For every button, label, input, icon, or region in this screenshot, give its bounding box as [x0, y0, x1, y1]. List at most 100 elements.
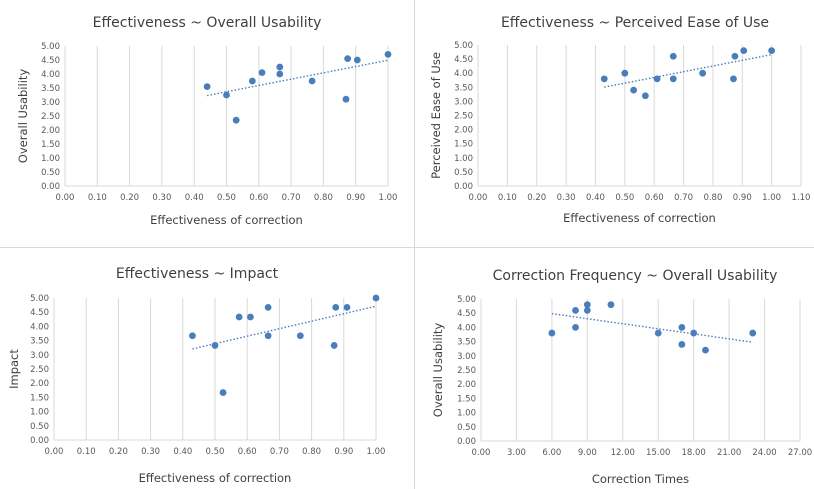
- data-point: [232, 116, 240, 124]
- x-tick-label: 0.90: [346, 193, 365, 203]
- data-point: [258, 69, 266, 76]
- x-tick-label: 0.40: [586, 193, 605, 203]
- chart-title: Effectiveness ~ Overall Usability: [93, 15, 322, 31]
- y-tick-label: 2.00: [41, 126, 60, 136]
- chart-effectiveness-perceived-ease-of-use: Effectiveness ~ Perceived Ease of Use 0.0…: [415, 0, 814, 247]
- data-point: [235, 313, 243, 321]
- x-tick-label: 0.50: [217, 193, 236, 203]
- x-axis-label: Effectiveness of correction: [563, 211, 716, 225]
- data-point: [630, 86, 638, 94]
- chart-effectiveness-impact: Effectiveness ~ Impact 0.00 0.10 0.20 0.30 0.…: [0, 248, 414, 489]
- x-tick-label: 0.90: [733, 193, 752, 203]
- y-tick-label: 4.00: [30, 322, 49, 332]
- data-point: [189, 332, 196, 340]
- data-point: [248, 77, 256, 85]
- trendline: [206, 59, 389, 97]
- x-tick-label: 0.70: [282, 193, 301, 203]
- x-tick-label: 6.00: [542, 448, 561, 458]
- y-tick-label: 4.50: [30, 308, 49, 318]
- data-point: [621, 69, 629, 77]
- x-tick-label: 0.00: [45, 447, 64, 457]
- data-point: [669, 75, 677, 83]
- x-tick-label: 1.00: [379, 193, 398, 203]
- x-tick-label: 1.10: [792, 193, 811, 203]
- x-tick-label: 0.80: [314, 193, 333, 203]
- data-point: [203, 83, 211, 90]
- x-tick-label: 9.00: [578, 448, 597, 458]
- x-tick-label: 1.00: [762, 193, 781, 203]
- data-point: [699, 69, 707, 77]
- x-tick-label: 0.30: [141, 447, 160, 457]
- y-tick-label: 0.00: [457, 437, 476, 447]
- y-tick-label: 4.50: [454, 55, 473, 65]
- chart-title: Effectiveness ~ Impact: [116, 266, 279, 282]
- data-point: [308, 77, 316, 85]
- trendline: [551, 312, 753, 343]
- y-tick-label: 1.00: [457, 409, 476, 419]
- data-point: [678, 324, 686, 331]
- y-axis-label: Overall Usability: [16, 69, 30, 164]
- y-tick-label: 3.00: [41, 98, 60, 108]
- x-axis-label: Effectiveness of correction: [150, 213, 303, 227]
- chart-svg-2: Effectiveness ~ Perceived Ease of Use 0.0…: [429, 15, 811, 225]
- x-tick-label: 24.00: [752, 448, 776, 458]
- x-tick-label: 21.00: [717, 448, 741, 458]
- data-point: [653, 75, 661, 83]
- x-tick-label: 0.20: [109, 447, 128, 457]
- data-point: [731, 52, 739, 60]
- x-tick-label: 18.00: [681, 448, 705, 458]
- y-tick-label: 1.50: [457, 394, 476, 404]
- y-tick-label: 0.00: [454, 182, 473, 192]
- y-tick-label: 0.00: [30, 436, 49, 446]
- x-tick-label: 0.60: [645, 193, 664, 203]
- x-tick-label: 0.00: [56, 193, 75, 203]
- y-tick-label: 4.00: [41, 70, 60, 80]
- chart-title: Correction Frequency ~ Overall Usability: [493, 268, 778, 284]
- data-point: [768, 47, 776, 55]
- y-tick-label: 0.50: [457, 423, 476, 433]
- y-tick-label: 1.50: [30, 393, 49, 403]
- data-point: [342, 95, 350, 103]
- x-tick-label: 0.40: [185, 193, 204, 203]
- data-point: [264, 332, 272, 340]
- x-tick-label: 3.00: [507, 448, 526, 458]
- chart-svg-4: Correction Frequency ~ Overall Usability…: [431, 268, 812, 486]
- y-tick-label: 1.00: [41, 154, 60, 164]
- data-point: [332, 303, 340, 311]
- data-point: [219, 389, 227, 396]
- vertical-divider: [414, 0, 415, 489]
- y-tick-label: 3.00: [30, 351, 49, 361]
- x-tick-label: 0.30: [557, 193, 576, 203]
- data-point: [730, 75, 737, 83]
- x-tick-label: 0.30: [152, 193, 171, 203]
- data-point: [330, 342, 338, 349]
- data-point: [641, 92, 649, 100]
- x-tick-label: 0.80: [703, 193, 722, 203]
- y-tick-label: 5.00: [41, 42, 60, 52]
- x-tick-label: 0.70: [674, 193, 693, 203]
- x-tick-label: 0.60: [249, 193, 268, 203]
- data-point: [384, 51, 392, 58]
- y-tick-label: 3.50: [457, 338, 476, 348]
- y-tick-label: 5.00: [454, 41, 473, 51]
- x-tick-label: 0.10: [77, 447, 96, 457]
- data-point: [702, 346, 709, 354]
- x-tick-label: 0.10: [498, 193, 517, 203]
- data-point: [583, 306, 591, 314]
- y-tick-label: 0.50: [41, 168, 60, 178]
- y-tick-label: 5.00: [457, 295, 476, 305]
- x-tick-label: 0.40: [173, 447, 192, 457]
- x-tick-label: 0.00: [472, 448, 491, 458]
- y-axis-label: Overall Usability: [431, 323, 445, 418]
- data-point: [276, 70, 284, 78]
- data-point: [690, 329, 698, 337]
- y-tick-label: 2.50: [454, 112, 473, 122]
- x-tick-label: 0.00: [469, 193, 488, 203]
- y-tick-label: 4.00: [454, 69, 473, 79]
- y-tick-label: 2.00: [457, 380, 476, 390]
- y-tick-label: 4.50: [41, 56, 60, 66]
- y-tick-label: 2.00: [30, 379, 49, 389]
- trendline: [604, 53, 772, 88]
- y-tick-label: 3.50: [41, 84, 60, 94]
- y-tick-label: 2.00: [454, 126, 473, 136]
